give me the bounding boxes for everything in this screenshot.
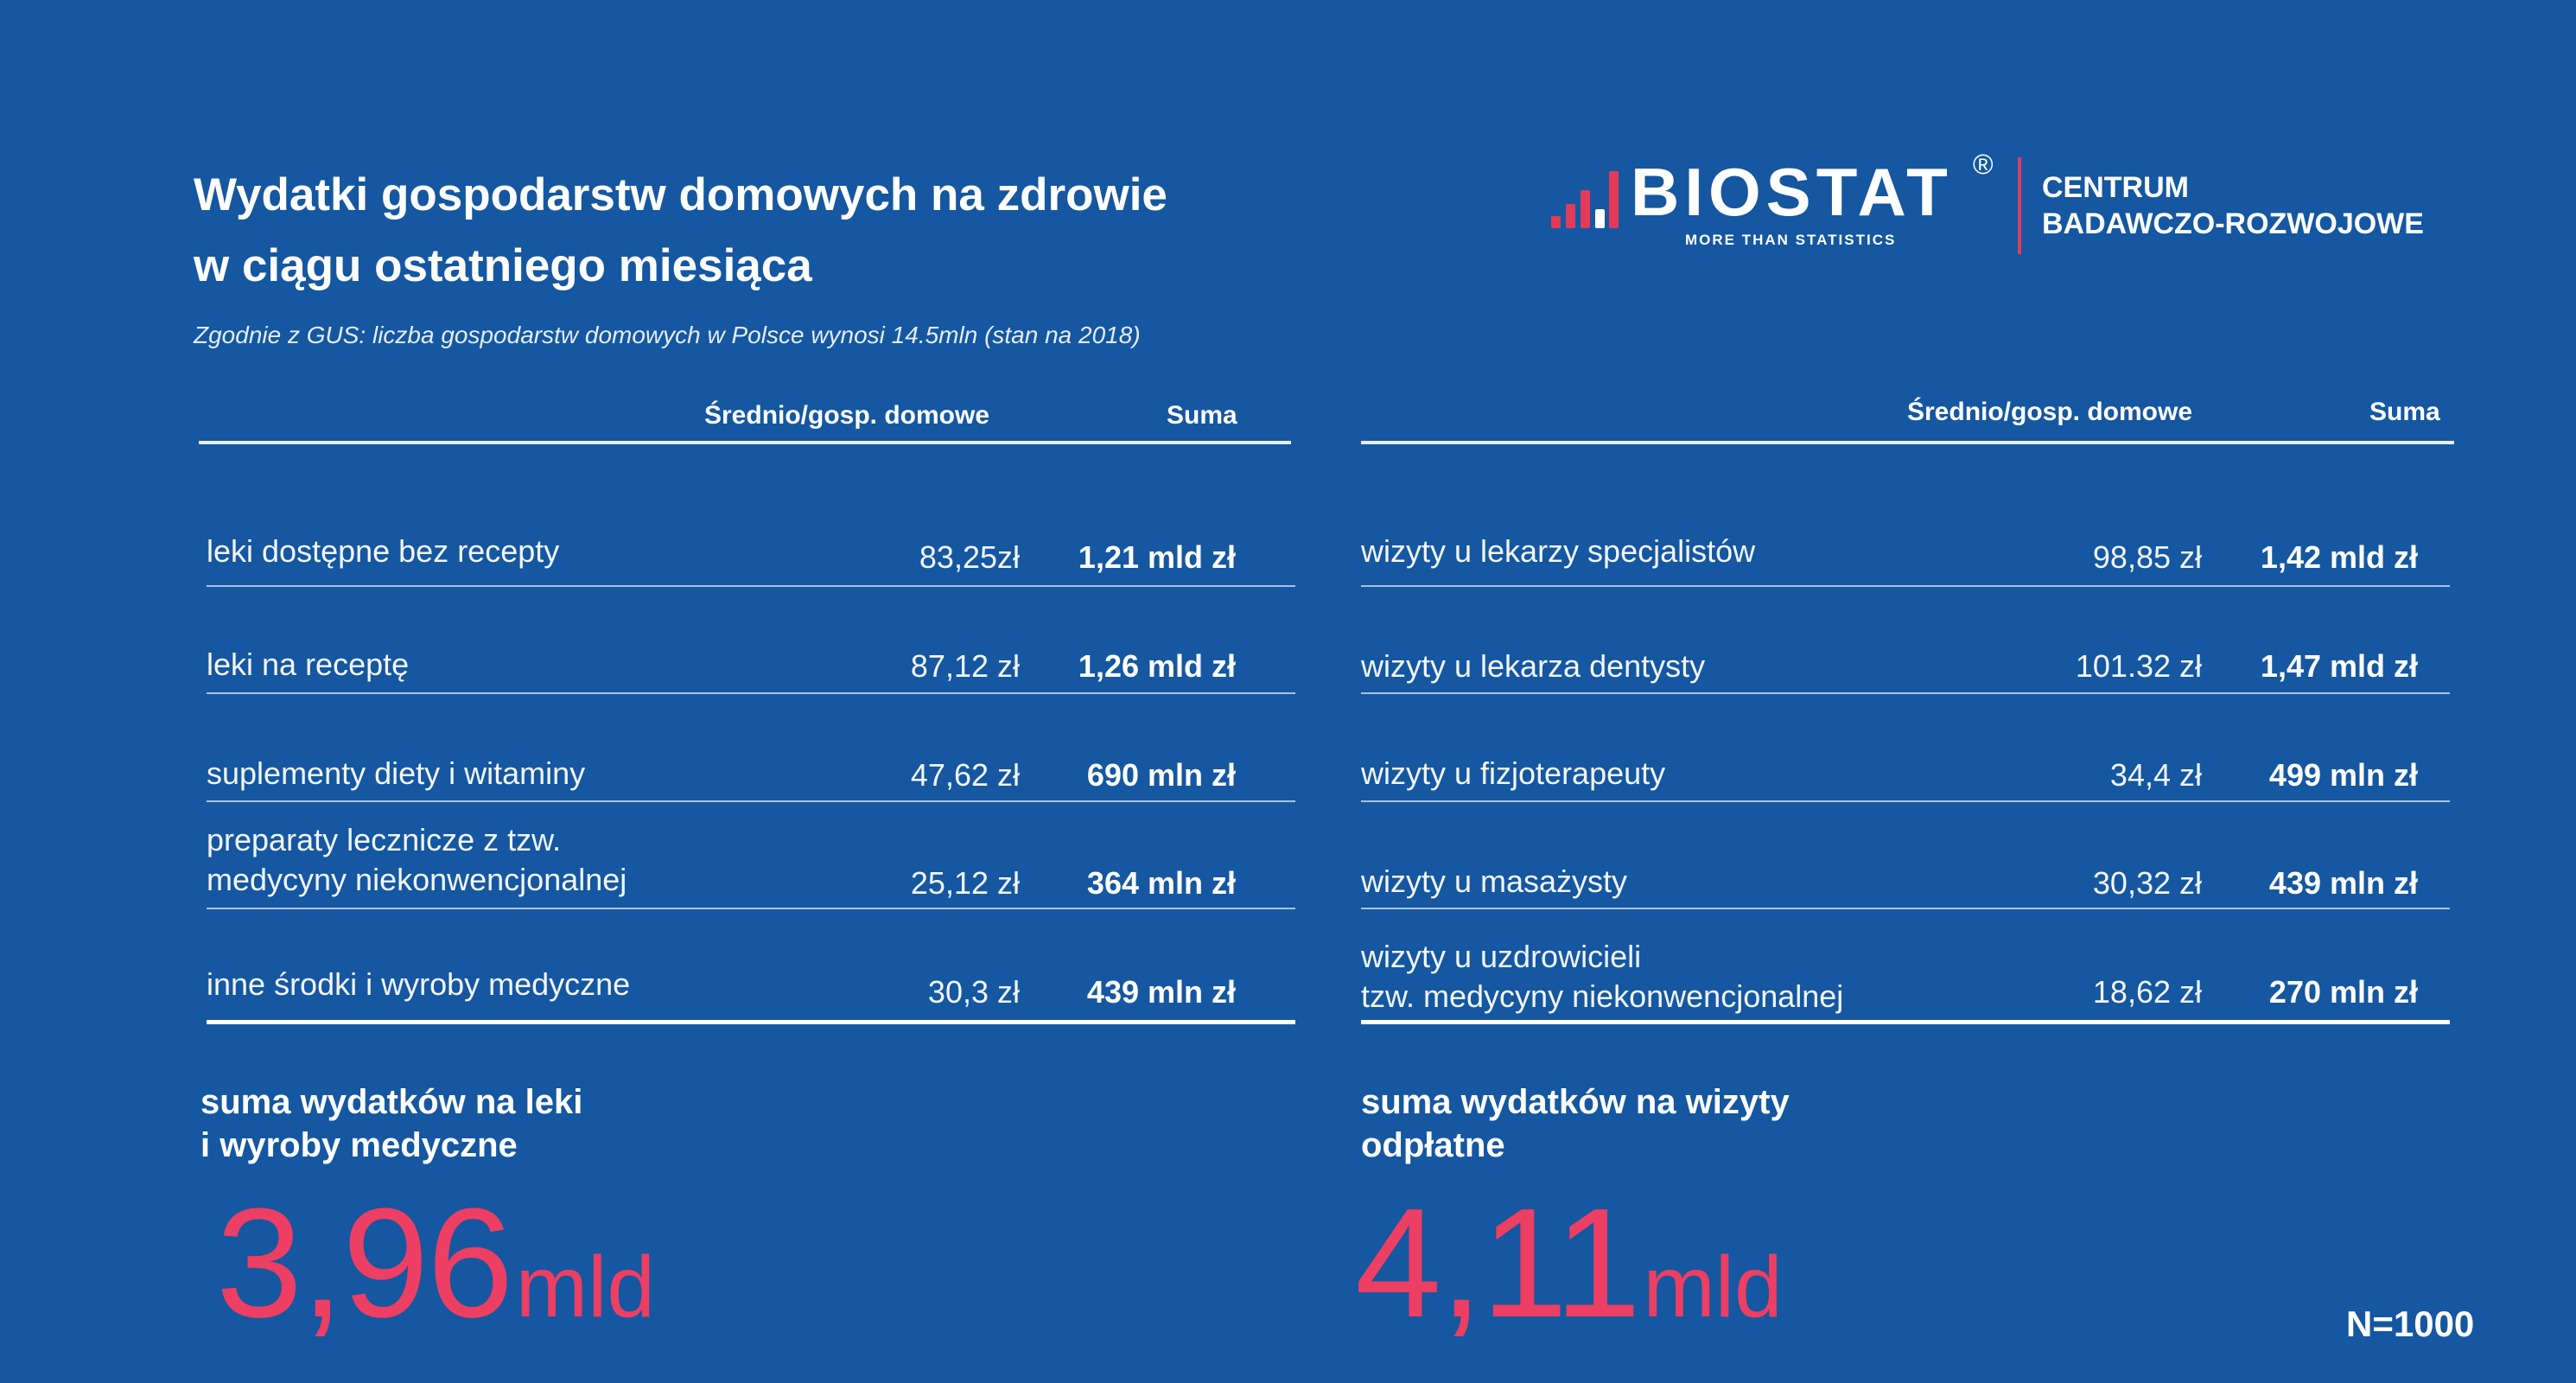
biostat-logo: BIOSTAT ® MORE THAN STATISTICS CENTRUM B…	[1551, 149, 2450, 259]
right-total-label-line-1: suma wydatków na wizyty	[1361, 1083, 1790, 1121]
row-divider	[1361, 908, 2450, 909]
table-row-sum: 439 mln zł	[2268, 865, 2418, 901]
left-header-rule	[199, 441, 1291, 444]
table-row-label-line-1: wizyty u uzdrowicieli	[1361, 939, 1642, 974]
table-row-avg: 34,4 zł	[2109, 757, 2202, 793]
table-row-avg: 83,25zł	[919, 539, 1020, 575]
table-row-avg: 87,12 zł	[910, 648, 1020, 684]
right-total-value: 4,11 mld	[1355, 1186, 1783, 1342]
right-header-rule	[1361, 441, 2454, 444]
table-row-label: wizyty u lekarzy specjalistów	[1361, 533, 1756, 569]
right-col-sum-header: Suma	[2369, 398, 2440, 426]
sample-size: N=1000	[2346, 1303, 2475, 1344]
row-divider	[1361, 692, 2450, 694]
right-total-unit: mld	[1643, 1239, 1783, 1335]
left-total-label: suma wydatków na leki i wyroby medyczne	[200, 1080, 582, 1167]
row-divider	[207, 800, 1295, 802]
right-col-avg-header: Średnio/gosp. domowe	[1907, 398, 2193, 426]
table-row-sum: 439 mln zł	[1086, 974, 1236, 1010]
table-row-sum: 1,26 mld zł	[1078, 648, 1236, 684]
table-row-avg: 101.32 zł	[2075, 648, 2202, 684]
table-row-avg: 18,62 zł	[2092, 974, 2202, 1010]
table-row-sum: 1,21 mld zł	[1078, 539, 1236, 575]
table-row-label: wizyty u uzdrowicieli tzw. medycyny niek…	[1361, 937, 1843, 1017]
logo-wordmark: BIOSTAT	[1631, 154, 1953, 230]
title-line-2: w ciągu ostatniego miesiąca	[194, 240, 812, 291]
left-col-sum-header: Suma	[1167, 401, 1237, 430]
table-row-label: wizyty u masażysty	[1361, 864, 1628, 899]
logo-center-line-1: CENTRUM	[2042, 171, 2189, 204]
page-subtitle: Zgodnie z GUS: liczba gospodarstw domowy…	[194, 322, 1141, 348]
table-row-label-line-1: preparaty lecznicze z tzw.	[207, 822, 562, 857]
table-row-label: wizyty u fizjoterapeuty	[1361, 755, 1666, 791]
table-row-label: leki dostępne bez recepty	[207, 533, 560, 569]
right-total-label: suma wydatków na wizyty odpłatne	[1361, 1080, 1790, 1167]
table-row-avg: 30,32 zł	[2092, 865, 2202, 901]
row-divider	[1361, 585, 2450, 587]
logo-center-line-2: BADAWCZO-ROZWOJOWE	[2042, 207, 2424, 240]
row-divider	[207, 585, 1295, 587]
left-total-label-line-1: suma wydatków na leki	[200, 1083, 583, 1121]
logo-tagline: MORE THAN STATISTICS	[1685, 232, 1897, 248]
registered-mark: ®	[1973, 149, 1994, 180]
table-bottom-rule	[1361, 1020, 2450, 1024]
table-bottom-rule	[207, 1020, 1295, 1024]
table-row-label: preparaty lecznicze z tzw. medycyny niek…	[207, 820, 627, 900]
table-row-avg: 30,3 zł	[927, 974, 1020, 1010]
row-divider	[207, 692, 1295, 694]
table-row-avg: 47,62 zł	[910, 757, 1020, 793]
table-row-label: wizyty u lekarza dentysty	[1361, 648, 1706, 684]
title-line-1: Wydatki gospodarstw domowych na zdrowie	[194, 169, 1167, 220]
row-divider	[1361, 800, 2450, 802]
table-row-label-line-2: tzw. medycyny niekonwencjonalnej	[1361, 978, 1844, 1014]
right-total-number: 4,11	[1355, 1176, 1641, 1350]
logo-divider	[2018, 157, 2021, 254]
left-col-avg-header: Średnio/gosp. domowe	[704, 401, 990, 430]
table-row-avg: 25,12 zł	[910, 865, 1020, 901]
row-divider	[207, 908, 1295, 909]
table-row-sum: 270 mln zł	[2268, 974, 2418, 1010]
table-row-sum: 690 mln zł	[1086, 757, 1236, 793]
table-row-label: leki na receptę	[207, 647, 410, 682]
left-total-label-line-2: i wyroby medyczne	[200, 1126, 518, 1164]
left-total-number: 3,96	[216, 1176, 513, 1350]
bar-chart-icon	[1551, 168, 1619, 228]
table-row-sum: 1,47 mld zł	[2260, 648, 2418, 684]
table-row-sum: 364 mln zł	[1086, 865, 1236, 901]
page-title: Wydatki gospodarstw domowych na zdrowie …	[194, 160, 1167, 302]
table-row-avg: 98,85 zł	[2092, 539, 2202, 575]
left-total-value: 3,96 mld	[216, 1186, 655, 1342]
right-total-label-line-2: odpłatne	[1361, 1126, 1505, 1164]
table-row-label: suplementy diety i witaminy	[207, 755, 586, 791]
table-row-label: inne środki i wyroby medyczne	[207, 966, 631, 1002]
table-row-sum: 499 mln zł	[2268, 757, 2418, 793]
table-row-sum: 1,42 mld zł	[2260, 539, 2418, 575]
left-total-unit: mld	[515, 1239, 655, 1335]
table-row-label-line-2: medycyny niekonwencjonalnej	[207, 862, 627, 897]
